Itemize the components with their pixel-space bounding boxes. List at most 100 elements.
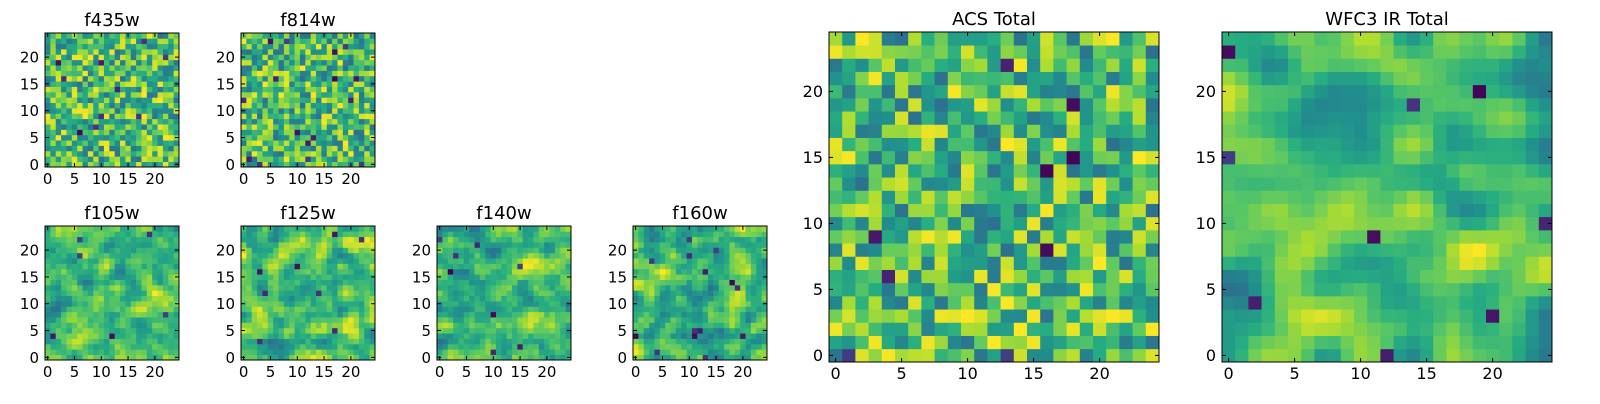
heatmap-cell [458, 296, 464, 302]
heatmap-cell [332, 65, 338, 71]
heatmap-cell [676, 328, 682, 334]
heatmap-cell [273, 113, 279, 119]
heatmap-cell [895, 124, 909, 138]
heatmap-cell [464, 264, 470, 270]
heatmap-cell [855, 349, 869, 363]
heatmap-cell [93, 285, 99, 291]
heatmap-cell [163, 317, 169, 323]
heatmap-cell [1146, 58, 1160, 72]
heatmap-cell [1499, 336, 1513, 350]
heatmap-cell [665, 285, 671, 291]
heatmap-cell [152, 135, 158, 141]
heatmap-cell [512, 280, 518, 286]
heatmap-cell [152, 49, 158, 55]
heatmap-cell [327, 44, 333, 50]
heatmap-cell [295, 129, 301, 135]
heatmap-cell [343, 333, 349, 339]
heatmap-cell [660, 322, 666, 328]
heatmap-cell [729, 247, 735, 253]
heatmap-cell [61, 129, 67, 135]
heatmap-cell [1420, 309, 1434, 323]
heatmap-cell [56, 290, 62, 296]
heatmap-cell [533, 322, 539, 328]
heatmap-cell [246, 119, 252, 125]
heatmap-cell [644, 339, 650, 345]
heatmap-cell [279, 97, 285, 103]
heatmap-cell [241, 322, 247, 328]
heatmap-cell [141, 264, 147, 270]
heatmap-cell [300, 253, 306, 259]
heatmap-cell [1133, 32, 1147, 46]
heatmap-cell [273, 129, 279, 135]
heatmap-cell [311, 280, 317, 286]
heatmap-cell [50, 113, 56, 119]
heatmap-cell [295, 151, 301, 157]
heatmap-cell [174, 237, 180, 243]
heatmap-cell [72, 280, 78, 286]
heatmap-cell [72, 269, 78, 275]
heatmap-cell [1133, 309, 1147, 323]
heatmap-cell [104, 231, 110, 237]
heatmap-cell [321, 76, 327, 82]
heatmap-cell [1040, 296, 1054, 310]
heatmap-cell [115, 258, 121, 264]
heatmap-cell [697, 355, 703, 361]
heatmap-cell [305, 49, 311, 55]
heatmap-cell [77, 264, 83, 270]
heatmap-cell [528, 237, 534, 243]
heatmap-cell [1446, 283, 1460, 297]
heatmap-cell [252, 108, 258, 114]
heatmap-cell [120, 108, 126, 114]
heatmap-cell [131, 97, 137, 103]
heatmap-cell [665, 231, 671, 237]
heatmap-cell [131, 54, 137, 60]
heatmap-cell [1433, 349, 1447, 363]
heatmap-cell [295, 156, 301, 162]
heatmap-cell [131, 129, 137, 135]
heatmap-cell [1526, 256, 1540, 270]
heatmap-cell [1248, 309, 1262, 323]
heatmap-cell [158, 97, 164, 103]
heatmap-cell [987, 138, 1001, 152]
heatmap-cell [83, 71, 89, 77]
heatmap-cell [348, 317, 354, 323]
heatmap-cell [485, 237, 491, 243]
heatmap-cell [152, 76, 158, 82]
heatmap-cell [1275, 230, 1289, 244]
heatmap-cell [364, 87, 370, 93]
heatmap-cell [644, 296, 650, 302]
heatmap-cell [295, 135, 301, 141]
heatmap-cell [1420, 177, 1434, 191]
heatmap-cell [66, 49, 72, 55]
heatmap-cell [448, 253, 454, 259]
heatmap-cell [115, 71, 121, 77]
heatmap-cell [713, 301, 719, 307]
heatmap-cell [104, 38, 110, 44]
heatmap-cell [279, 71, 285, 77]
heatmap-cell [649, 237, 655, 243]
heatmap-cell [104, 146, 110, 152]
heatmap-cell [273, 71, 279, 77]
heatmap-cell [539, 328, 545, 334]
heatmap-cell [1367, 164, 1381, 178]
heatmap-cell [1133, 296, 1147, 310]
heatmap-cell [464, 242, 470, 248]
heatmap-cell [343, 253, 349, 259]
heatmap-cell [687, 296, 693, 302]
heatmap-cell [83, 162, 89, 168]
heatmap-cell [246, 76, 252, 82]
heatmap-cell [50, 156, 56, 162]
heatmap-cell [654, 280, 660, 286]
heatmap-cell [855, 283, 869, 297]
heatmap-cell [1367, 296, 1381, 310]
heatmap-cell [512, 258, 518, 264]
heatmap-cell [316, 339, 322, 345]
heatmap-cell [93, 301, 99, 307]
heatmap-cell [174, 140, 180, 146]
heatmap-cell [158, 237, 164, 243]
heatmap-cell [665, 280, 671, 286]
heatmap-cell [279, 333, 285, 339]
heatmap-cell [359, 247, 365, 253]
heatmap-cell [262, 242, 268, 248]
